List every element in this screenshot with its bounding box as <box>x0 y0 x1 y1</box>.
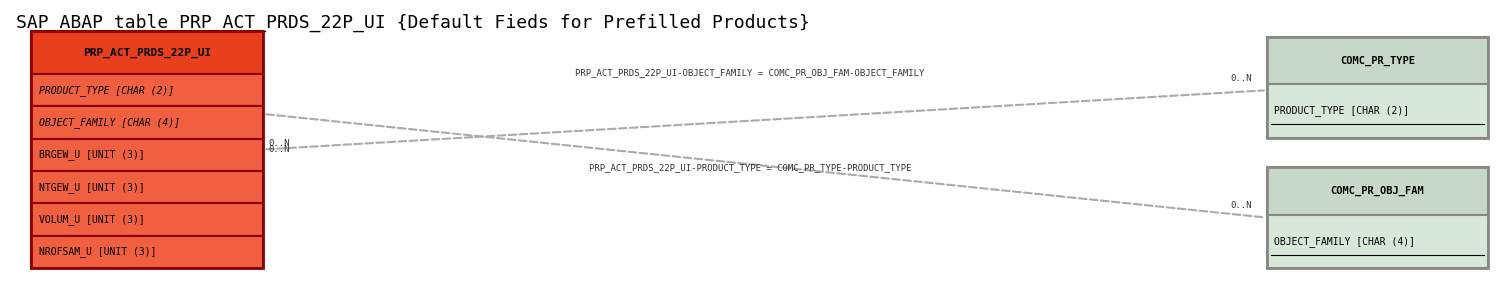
Text: COMC_PR_TYPE: COMC_PR_TYPE <box>1340 56 1414 66</box>
Bar <box>32 171 264 203</box>
Text: VOLUM_U [UNIT (3)]: VOLUM_U [UNIT (3)] <box>39 214 144 225</box>
Text: NROFSAM_U [UNIT (3)]: NROFSAM_U [UNIT (3)] <box>39 246 156 257</box>
Text: 0..N: 0..N <box>1230 201 1251 210</box>
Bar <box>32 31 264 268</box>
Text: PRP_ACT_PRDS_22P_UI-PRODUCT_TYPE = COMC_PR_TYPE-PRODUCT_TYPE: PRP_ACT_PRDS_22P_UI-PRODUCT_TYPE = COMC_… <box>588 163 910 172</box>
Bar <box>32 236 264 268</box>
Text: SAP ABAP table PRP_ACT_PRDS_22P_UI {Default Fieds for Prefilled Products}: SAP ABAP table PRP_ACT_PRDS_22P_UI {Defa… <box>16 13 810 31</box>
Bar <box>32 31 264 74</box>
Text: NTGEW_U [UNIT (3)]: NTGEW_U [UNIT (3)] <box>39 182 144 193</box>
Text: PRP_ACT_PRDS_22P_UI: PRP_ACT_PRDS_22P_UI <box>82 47 212 58</box>
Bar <box>32 203 264 236</box>
Text: BRGEW_U [UNIT (3)]: BRGEW_U [UNIT (3)] <box>39 150 144 160</box>
Text: 0..N: 0..N <box>268 145 290 154</box>
Bar <box>1266 167 1488 215</box>
Bar <box>1266 215 1488 268</box>
Bar <box>1266 37 1488 138</box>
Bar <box>1266 84 1488 138</box>
Text: OBJECT_FAMILY [CHAR (4)]: OBJECT_FAMILY [CHAR (4)] <box>1274 236 1414 247</box>
Text: COMC_PR_OBJ_FAM: COMC_PR_OBJ_FAM <box>1330 186 1424 196</box>
Text: 0..N: 0..N <box>1230 74 1251 83</box>
Text: PRODUCT_TYPE [CHAR (2)]: PRODUCT_TYPE [CHAR (2)] <box>39 85 174 96</box>
Bar <box>1266 37 1488 84</box>
Bar <box>32 74 264 106</box>
Text: PRP_ACT_PRDS_22P_UI-OBJECT_FAMILY = COMC_PR_OBJ_FAM-OBJECT_FAMILY: PRP_ACT_PRDS_22P_UI-OBJECT_FAMILY = COMC… <box>576 68 924 77</box>
Text: 0..N: 0..N <box>268 139 290 148</box>
Bar <box>32 139 264 171</box>
Bar <box>1266 167 1488 268</box>
Bar <box>32 106 264 139</box>
Text: PRODUCT_TYPE [CHAR (2)]: PRODUCT_TYPE [CHAR (2)] <box>1274 106 1408 116</box>
Text: OBJECT_FAMILY [CHAR (4)]: OBJECT_FAMILY [CHAR (4)] <box>39 117 180 128</box>
